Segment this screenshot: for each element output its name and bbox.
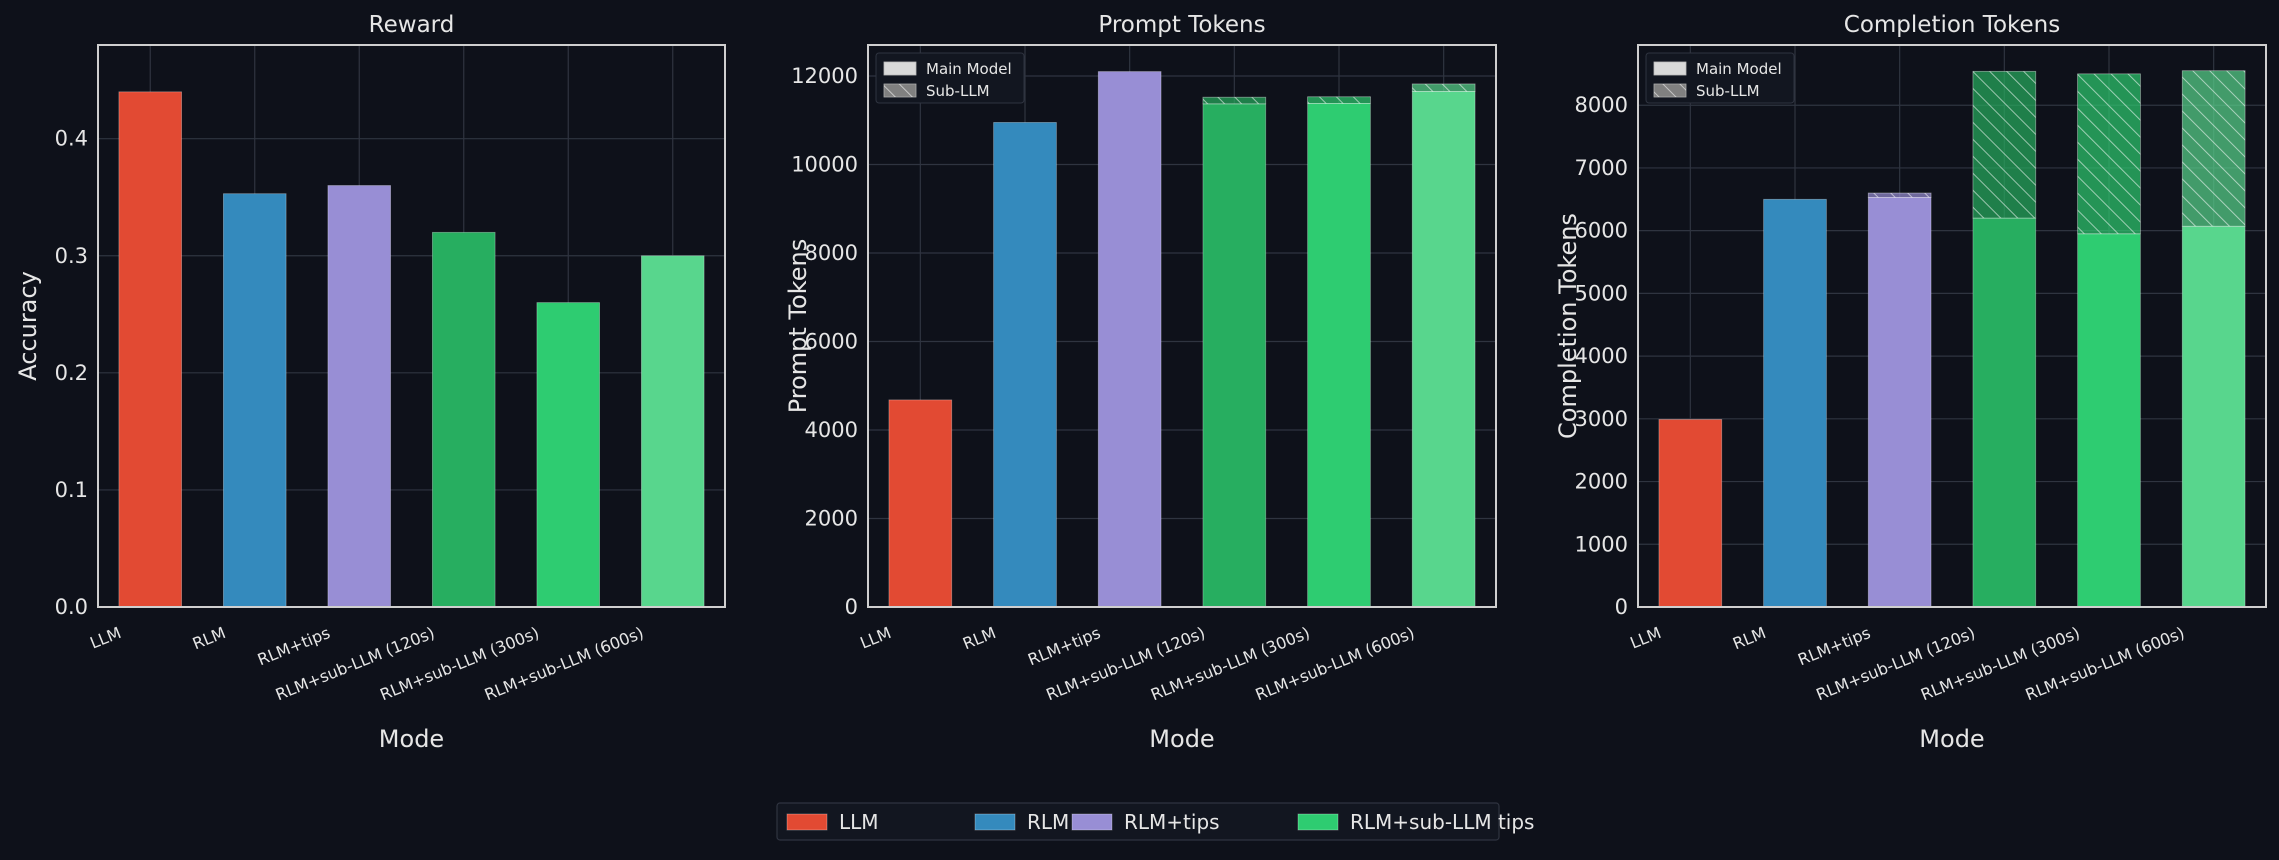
bottom-legend-label-2: RLM+tips: [1124, 810, 1220, 834]
bar-main-1: [993, 122, 1057, 608]
x-axis-label: Mode: [379, 725, 444, 753]
bar-sub-hatch-5: [1411, 83, 1476, 92]
legend-label-sub: Sub-LLM: [926, 82, 990, 100]
bottom-legend-swatch-0: [786, 813, 828, 831]
bar-4: [536, 302, 601, 608]
y-tick-label: 0.3: [55, 244, 88, 268]
bottom-legend-label-1: RLM: [1027, 810, 1069, 834]
x-tick-label: RLM+tips: [255, 623, 333, 669]
panel-title: Prompt Tokens: [1098, 12, 1265, 38]
legend-label-main: Main Model: [926, 60, 1012, 78]
bar-main-2: [1097, 71, 1162, 608]
legend-label-sub: Sub-LLM: [1696, 82, 1760, 100]
bar-main-2: [1867, 197, 1932, 608]
bar-sub-hatch-4: [1307, 96, 1371, 104]
bar-sub-hatch-2: [1867, 192, 1932, 198]
y-tick-label: 3000: [1575, 407, 1628, 431]
plot-frame: [1637, 44, 2267, 608]
bar-main-5: [1411, 91, 1476, 608]
y-tick-label: 4000: [1575, 344, 1628, 368]
bar-main-0: [1658, 419, 1723, 608]
panel-title: Completion Tokens: [1844, 12, 2060, 38]
bottom-legend-label-0: LLM: [839, 810, 879, 834]
legend-swatch-sub-hatch: [884, 84, 916, 97]
x-tick-label: RLM+tips: [1795, 623, 1873, 669]
bar-3: [431, 231, 496, 608]
bottom-legend-frame: [776, 802, 1500, 841]
x-tick-label: RLM: [190, 623, 228, 653]
y-tick-label: 8000: [1575, 93, 1628, 117]
y-tick-label: 12000: [791, 64, 858, 88]
y-tick-label: 0.2: [55, 361, 88, 385]
bar-main-3: [1972, 217, 2037, 608]
x-tick-label: RLM+tips: [1025, 623, 1103, 669]
plot-area: [868, 45, 1496, 607]
plot-area: [98, 45, 725, 607]
y-axis-label: Prompt Tokens: [784, 239, 812, 414]
bar-main-4: [1307, 103, 1371, 608]
legend-swatch-main: [883, 61, 917, 76]
bottom-legend-swatch-3: [1297, 813, 1339, 831]
bottom-legend-swatch-2: [1071, 813, 1113, 831]
panel-title: Reward: [369, 12, 455, 38]
x-tick-label: RLM: [1730, 623, 1768, 653]
bar-5: [641, 255, 705, 608]
legend-swatch-sub-hatch: [1654, 84, 1686, 97]
y-tick-label: 0.4: [55, 127, 88, 151]
y-tick-label: 0: [1615, 595, 1628, 619]
chart-panel-1: 0 2000 4000 6000 8000 10000 12000 LLM RLM RLM+tip…: [784, 12, 1497, 753]
x-tick-label: LLM: [87, 623, 123, 652]
x-tick-label: LLM: [1627, 623, 1663, 652]
chart-panel-2: 0 1000 2000 3000 4000 5000 6000 7000 8000 LLM RLM R…: [1554, 12, 2267, 753]
legend-swatch-main: [1653, 61, 1687, 76]
bar-1: [222, 193, 287, 608]
y-tick-label: 6000: [1575, 219, 1628, 243]
x-axis-label: Mode: [1919, 725, 1984, 753]
y-axis-label: Completion Tokens: [1554, 213, 1582, 439]
bar-sub-hatch-3: [1202, 96, 1267, 105]
bar-sub-hatch-5: [2181, 70, 2246, 227]
bar-main-5: [2181, 225, 2246, 608]
bottom-legend-swatch-1: [974, 813, 1016, 831]
bar-main-1: [1763, 198, 1827, 608]
y-tick-label: 0: [845, 595, 858, 619]
bar-sub-hatch-4: [2077, 73, 2141, 235]
y-tick-label: 7000: [1575, 156, 1628, 180]
y-tick-label: 4000: [805, 418, 858, 442]
y-tick-label: 1000: [1575, 532, 1628, 556]
plot-area: [1638, 45, 2266, 607]
plot-frame: [97, 44, 726, 608]
x-axis-label: Mode: [1149, 725, 1214, 753]
bar-sub-hatch-3: [1972, 70, 2037, 219]
bar-main-4: [2077, 233, 2141, 608]
y-axis-label: Accuracy: [14, 271, 42, 381]
bar-main-0: [888, 399, 953, 608]
legend-label-main: Main Model: [1696, 60, 1782, 78]
x-tick-label: LLM: [857, 623, 893, 652]
bottom-legend-label-3: RLM+sub-LLM tips: [1350, 810, 1534, 834]
y-tick-label: 0.0: [55, 595, 88, 619]
y-tick-label: 2000: [1575, 470, 1628, 494]
y-tick-label: 2000: [805, 506, 858, 530]
bottom-legend: LLM RLM RLM+tips RLM+sub-LLM tips: [776, 802, 1534, 841]
bar-0: [118, 91, 183, 608]
bar-2: [327, 185, 391, 608]
y-tick-label: 5000: [1575, 281, 1628, 305]
plot-frame: [867, 44, 1497, 608]
y-tick-label: 10000: [791, 152, 858, 176]
y-tick-label: 8000: [805, 241, 858, 265]
y-tick-label: 0.1: [55, 478, 88, 502]
bar-main-3: [1202, 103, 1267, 608]
x-tick-label: RLM: [960, 623, 998, 653]
y-tick-label: 6000: [805, 329, 858, 353]
